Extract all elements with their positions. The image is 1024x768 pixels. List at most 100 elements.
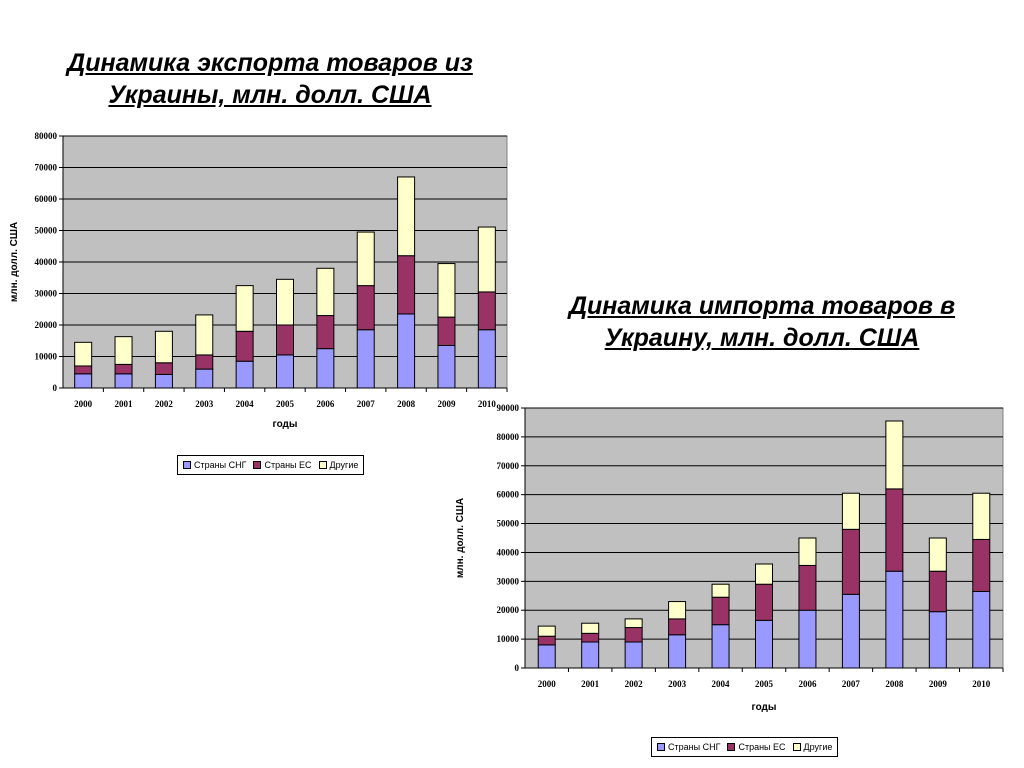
swatch-eu (727, 743, 736, 751)
bar-segment-cis (668, 634, 687, 669)
bar-segment-cis (711, 624, 730, 669)
bar-segment-other (195, 314, 214, 356)
x-tick-label: 2004 (712, 679, 731, 689)
legend-label: Страны ЕС (738, 742, 786, 752)
bar-segment-other (397, 176, 416, 257)
bar-segment-other (885, 420, 904, 490)
bar-segment-cis (798, 609, 817, 669)
legend-label: Страны СНГ (194, 460, 247, 470)
swatch-eu (253, 461, 262, 469)
legend-item-cis: Страны СНГ (183, 460, 246, 470)
x-tick-label: 2005 (276, 399, 295, 409)
x-tick-label: 2008 (397, 399, 416, 409)
bar-segment-cis (928, 611, 947, 669)
y-tick-label: 60000 (35, 194, 58, 204)
legend-label: Страны СНГ (668, 742, 721, 752)
bar-segment-cis (972, 590, 991, 669)
bar-segment-eu (798, 564, 817, 611)
bar-segment-eu (972, 538, 991, 592)
y-tick-label: 90000 (497, 403, 520, 413)
x-tick-label: 2001 (115, 399, 134, 409)
bar-segment-other (668, 601, 687, 620)
bar-segment-other (356, 231, 375, 287)
bar-segment-cis (885, 570, 904, 669)
y-axis-label: млн. долл. США (455, 498, 466, 578)
y-tick-label: 80000 (35, 131, 58, 141)
bar-segment-other (276, 278, 294, 326)
x-tick-label: 2005 (755, 679, 774, 689)
y-tick-label: 0 (53, 383, 58, 393)
bar-segment-other (74, 341, 93, 367)
bar-segment-other (114, 336, 133, 365)
y-tick-label: 50000 (35, 226, 58, 236)
bar-segment-eu (711, 596, 730, 626)
swatch-other (318, 461, 327, 469)
x-tick-label: 2007 (842, 679, 861, 689)
export-legend: Страны СНГ Страны ЕС Другие (177, 455, 365, 475)
bar-segment-other (581, 622, 600, 634)
legend-label: Страны ЕС (264, 460, 312, 470)
y-tick-label: 60000 (497, 490, 520, 500)
import-legend: Страны СНГ Страны ЕС Другие (651, 737, 839, 757)
bar-segment-other (477, 226, 496, 293)
bar-segment-eu (668, 618, 687, 636)
bar-segment-cis (581, 641, 600, 669)
x-axis-label: годы (273, 419, 298, 430)
swatch-other (792, 743, 801, 751)
bar-segment-other (928, 537, 947, 572)
x-tick-label: 2004 (236, 399, 255, 409)
x-tick-label: 2000 (538, 679, 557, 689)
import-chart-title: Динамика импорта товаров в Украину, млн.… (568, 292, 956, 352)
bar-segment-eu (581, 632, 600, 643)
bar-segment-other (316, 267, 335, 317)
y-axis-label: млн. долл. США (9, 222, 20, 302)
legend-item-eu: Страны ЕС (253, 460, 312, 470)
y-tick-label: 30000 (35, 289, 58, 299)
x-axis-label: годы (752, 702, 777, 713)
bar-segment-cis (537, 644, 556, 669)
y-tick-label: 0 (515, 663, 520, 673)
bar-segment-other (437, 263, 456, 318)
x-tick-label: 2008 (885, 679, 904, 689)
bar-segment-eu (885, 488, 904, 572)
x-tick-label: 2003 (668, 679, 687, 689)
x-tick-label: 2000 (74, 399, 93, 409)
bar-segment-eu (537, 635, 556, 646)
bar-segment-eu (755, 583, 773, 621)
bar-segment-cis (841, 593, 860, 669)
legend-item-other: Другие (318, 460, 358, 470)
export-chart-title: Динамика экспорта товаров из Украины, мл… (67, 49, 473, 109)
y-tick-label: 20000 (497, 605, 520, 615)
bar-segment-cis (755, 619, 773, 669)
swatch-cis (183, 461, 191, 469)
bar-segment-eu (624, 627, 643, 643)
y-tick-label: 70000 (497, 461, 520, 471)
legend-item-other: Другие (792, 742, 833, 752)
y-tick-label: 80000 (497, 432, 520, 442)
y-tick-label: 40000 (497, 547, 520, 557)
bar-segment-other (972, 492, 991, 540)
legend-item-cis: Страны СНГ (657, 742, 720, 752)
x-tick-label: 2009 (437, 399, 456, 409)
y-tick-label: 10000 (497, 634, 520, 644)
bar-segment-other (154, 330, 173, 364)
x-tick-label: 2001 (581, 679, 600, 689)
x-tick-label: 2003 (195, 399, 214, 409)
x-tick-label: 2010 (972, 679, 991, 689)
y-tick-label: 40000 (35, 257, 58, 267)
x-tick-label: 2010 (478, 399, 497, 409)
x-tick-label: 2002 (625, 679, 644, 689)
y-tick-label: 70000 (35, 163, 58, 173)
y-tick-label: 10000 (35, 352, 58, 362)
legend-item-eu: Страны ЕС (727, 742, 786, 752)
bar-segment-other (537, 625, 556, 637)
x-tick-label: 2007 (357, 399, 376, 409)
bar-segment-eu (841, 528, 860, 595)
bar-segment-eu (928, 570, 947, 613)
legend-label: Другие (803, 742, 833, 752)
x-tick-label: 2002 (155, 399, 174, 409)
y-tick-label: 50000 (497, 519, 520, 529)
y-tick-label: 20000 (35, 320, 58, 330)
